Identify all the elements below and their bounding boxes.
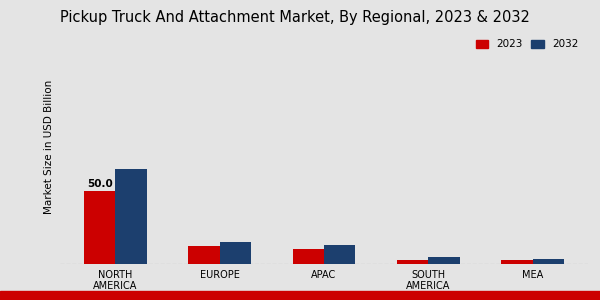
Bar (428, 257, 460, 264)
Bar (115, 169, 146, 264)
Bar (220, 242, 251, 264)
Bar (533, 259, 564, 264)
Text: 50.0: 50.0 (87, 179, 113, 189)
Bar (188, 247, 220, 264)
Legend: 2023, 2032: 2023, 2032 (472, 35, 583, 53)
Bar (502, 260, 533, 264)
Bar (397, 260, 428, 264)
Bar (293, 249, 324, 264)
Y-axis label: Market Size in USD Billion: Market Size in USD Billion (44, 80, 55, 214)
Bar (84, 191, 115, 264)
Text: Pickup Truck And Attachment Market, By Regional, 2023 & 2032: Pickup Truck And Attachment Market, By R… (60, 10, 530, 25)
Bar (324, 245, 355, 264)
